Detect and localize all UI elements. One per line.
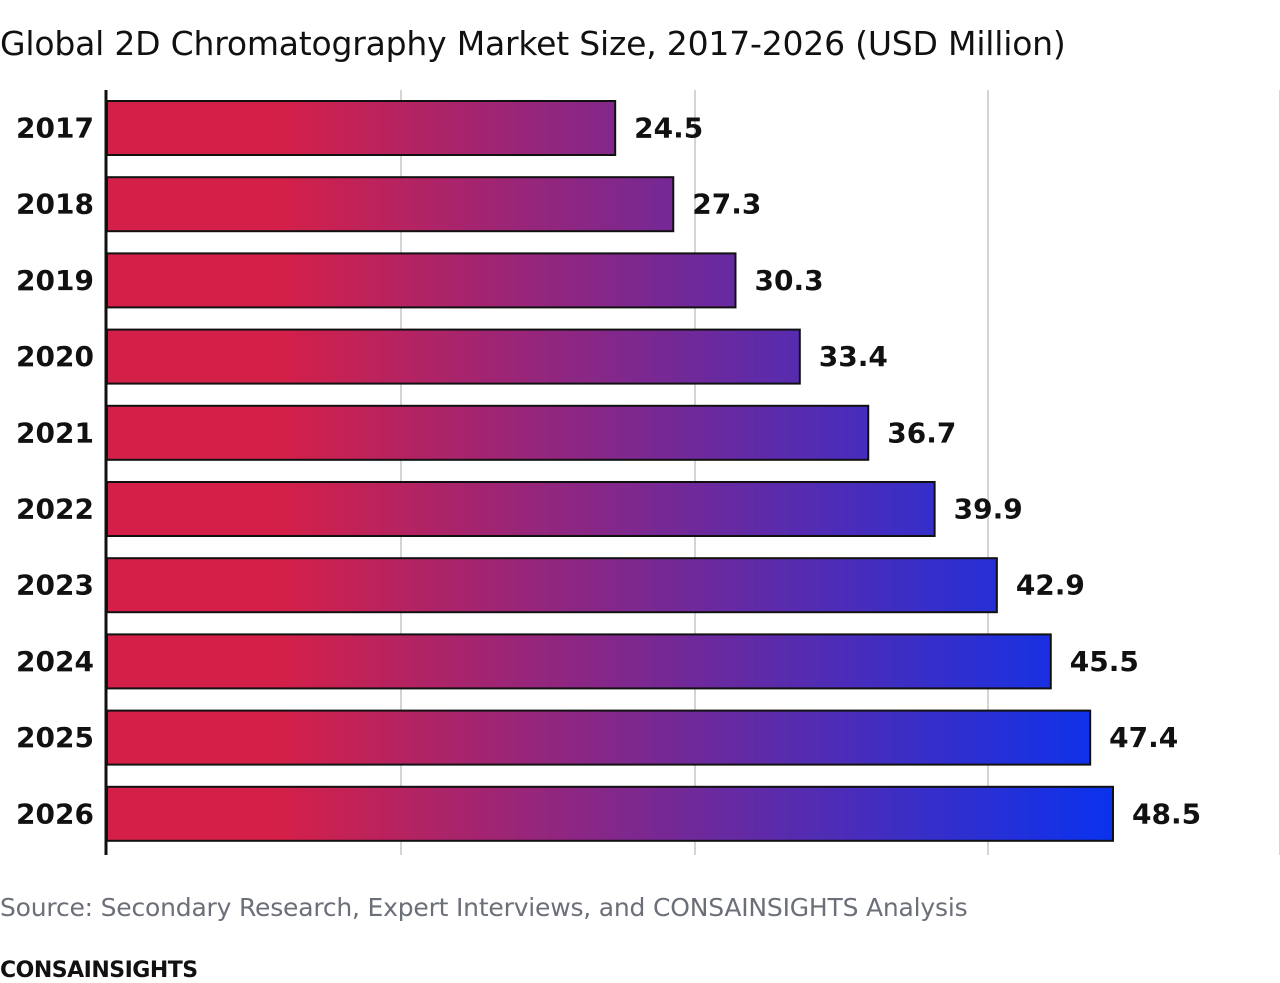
y-tick-label: 2026 [16,797,94,830]
y-tick-label: 2024 [16,645,94,678]
bar-2026 [106,785,1114,842]
y-tick-label: 2020 [16,340,94,373]
data-label: 48.5 [1132,797,1201,830]
bar-2017 [106,100,617,156]
bar-2018 [106,176,675,233]
y-tick-label: 2025 [16,721,94,754]
chart-title: Global 2D Chromatography Market Size, 20… [0,24,1066,63]
data-label: 45.5 [1070,645,1139,678]
y-tick-label: 2017 [16,112,94,145]
y-tick-label: 2022 [16,493,94,526]
bar-2023 [106,557,998,614]
bar-chart: 2017 24.5 2018 27.3 2019 30.3 2020 33.4 2021 36.7… [16,90,1280,855]
y-tick-label: 2018 [16,188,94,221]
data-label: 36.7 [887,416,956,449]
source-note: Source: Secondary Research, Expert Inter… [0,893,968,922]
bar-2024 [106,633,1052,690]
data-label: 47.4 [1109,721,1178,754]
y-tick-label: 2021 [16,416,94,449]
bar-2019 [106,252,737,309]
data-label: 42.9 [1016,569,1085,602]
data-label: 30.3 [754,264,823,297]
bar-2022 [106,481,936,537]
bar-2021 [106,404,870,461]
brand-logo-text: CONSAINSIGHTS [0,958,198,983]
data-label: 33.4 [819,340,888,373]
bar-2020 [106,328,801,385]
data-label: 27.3 [692,188,761,221]
y-tick-label: 2019 [16,264,94,297]
data-label: 24.5 [634,112,703,145]
bar-2025 [106,709,1092,766]
y-tick-label: 2023 [16,569,94,602]
data-label: 39.9 [954,493,1023,526]
